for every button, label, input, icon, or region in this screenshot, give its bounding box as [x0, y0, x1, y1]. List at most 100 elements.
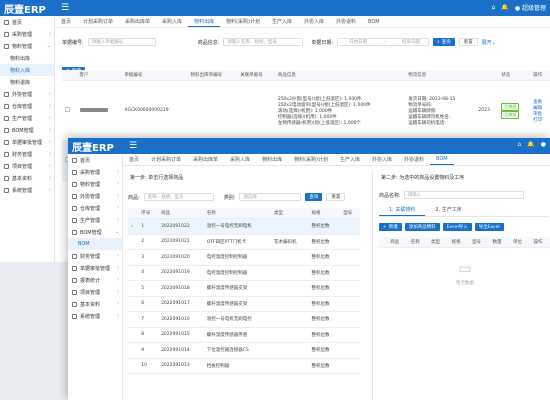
sidebar-item[interactable]: BOM — [68, 238, 122, 250]
sidebar-item[interactable]: 物料退库 — [0, 76, 54, 88]
sidebar-item[interactable]: 项目管理 › — [0, 160, 54, 172]
notification-icon[interactable]: 🔔 — [527, 141, 535, 148]
table-row[interactable]: 6 2022091017 螺杆温度传感器支架 整机位数 — [128, 296, 360, 312]
notification-icon[interactable]: 🔔 — [501, 4, 509, 11]
sidebar-item[interactable]: 项目管理 › — [68, 286, 122, 298]
sidebar-item[interactable]: 系统管理 › — [0, 184, 54, 196]
sidebar-item[interactable]: 首页 — [0, 16, 54, 28]
sidebar-item[interactable]: 基本资料 › — [0, 172, 54, 184]
home-icon[interactable]: ⌂ — [517, 141, 522, 148]
sidebar-item[interactable]: 物料入库 — [0, 64, 54, 76]
sidebar-item[interactable]: 财务管理 › — [0, 148, 54, 160]
tab-bar: 首页 计划采购订单 采购出库单 采购入库 物料出库 物料(采购)计划 生产入库 外协入库 外协退… — [123, 154, 550, 166]
sidebar-item[interactable]: 仓库管理 › — [68, 202, 122, 214]
tab[interactable]: 计划采购订单 — [83, 19, 114, 25]
date-range-input[interactable]: 开始日期 - 结束日期 — [337, 38, 430, 46]
tab-materials[interactable]: 1. 关联物料 — [379, 204, 426, 216]
cell-line: 物流单号码: — [408, 102, 433, 108]
sidebar-item[interactable]: 报表统计 › — [68, 274, 122, 286]
tab[interactable]: 生产入库 — [271, 19, 292, 25]
tab[interactable]: 物料(采购)计划 — [226, 19, 260, 25]
sidebar-item[interactable]: 系统管理 › — [68, 310, 122, 322]
sidebar-item[interactable]: 外协管理 › — [68, 190, 122, 202]
tab[interactable]: BOM — [368, 18, 380, 25]
search-button[interactable]: 查询 — [305, 193, 323, 201]
tab[interactable]: 物料出库 — [188, 16, 221, 27]
tab[interactable]: 生产入库 — [339, 157, 360, 163]
tab[interactable]: 外协入库 — [372, 157, 393, 163]
op-link[interactable]: 查看 — [533, 99, 543, 105]
table-row[interactable]: 5 2022091018 螺杆温度传感器支架 整机位数 — [128, 280, 360, 297]
table-row[interactable]: 9 2022091014 下位温控器连接器CS 整机位数 — [128, 342, 360, 359]
table-row[interactable]: XGCK00000000219 250x2纱窗(型号)(组(上低温区): 1,0… — [62, 80, 550, 141]
sidebar-item[interactable]: 采购管理 › — [68, 166, 122, 178]
sidebar-item[interactable]: 首页 — [68, 154, 122, 166]
category-select[interactable]: 请选择 — [239, 193, 302, 201]
tab[interactable]: 计划采购订单 — [151, 157, 182, 163]
table-row[interactable]: 4 2022091019 电控温度控制控制器 整机位数 — [128, 265, 360, 281]
cell: 电控温度控制控制器 — [203, 265, 271, 281]
tab[interactable]: 采购出库单 — [125, 19, 151, 25]
cell: 1 — [138, 218, 159, 235]
excel-import-button[interactable]: Excel导入 — [442, 223, 472, 231]
tab[interactable]: 物料(采购)计划 — [294, 157, 328, 163]
sidebar-item[interactable]: 基本资料 › — [68, 298, 122, 310]
tab[interactable]: 外协退料 — [404, 157, 425, 163]
chevron-icon: › — [117, 181, 119, 187]
tab[interactable]: 首页 — [61, 19, 72, 25]
sidebar-item[interactable]: 外协管理 › — [0, 88, 54, 100]
table-row[interactable]: 7 2022091016 温控一号电机无刷电控 整机位数 — [128, 311, 360, 328]
sidebar-item[interactable]: 单据审批管理 › — [68, 262, 122, 274]
sidebar-item[interactable]: 生产管理 › — [68, 214, 122, 226]
sidebar-item[interactable]: 仓库管理 › — [0, 100, 54, 112]
op-link[interactable]: 审批 — [533, 111, 543, 117]
doc-no-input[interactable]: 请输入单据编号 — [87, 38, 156, 46]
sidebar-item[interactable]: 物料管理 › — [68, 178, 122, 190]
expand-link[interactable]: 展开⌄ — [481, 39, 496, 46]
avatar-icon[interactable]: ● — [540, 141, 546, 148]
tab[interactable]: 首页 — [129, 157, 140, 163]
menu-icon — [4, 19, 9, 25]
sidebar-item[interactable]: 生产管理 › — [0, 112, 54, 124]
tab[interactable]: 采购出库单 — [193, 157, 219, 163]
tab-process[interactable]: 2. 生产工序 — [435, 207, 462, 213]
tab[interactable]: 外协入库 — [304, 19, 325, 25]
sidebar-item[interactable]: 物料出库 — [0, 52, 54, 64]
excel-export-button[interactable]: 导出Excel — [474, 223, 504, 231]
table-row[interactable]: 10 2022091013 挡板控制器 整机位数 — [128, 358, 360, 374]
menu-toggle-icon[interactable]: ☰ — [129, 141, 138, 151]
tab[interactable]: 物料出库 — [262, 157, 283, 163]
reset-button[interactable]: 重置 — [326, 193, 346, 201]
home-icon[interactable]: ⌂ — [491, 4, 496, 11]
sidebar-item[interactable]: BOM管理 › — [0, 124, 54, 136]
add-material-button[interactable]: 添加商品物料 — [404, 223, 440, 231]
goods-input[interactable]: 请输入名称、规格、型号 — [223, 38, 304, 46]
table-row[interactable]: 8 2022091015 螺杆温度传感器传感 整机位数 — [128, 327, 360, 343]
sidebar-item[interactable]: BOM管理 ⌄ — [68, 226, 122, 238]
add-button[interactable]: + 新增 — [379, 223, 402, 231]
type-cell: 整机位数 — [308, 280, 341, 297]
sidebar-item[interactable]: 采购管理 › — [0, 28, 54, 40]
tab[interactable]: 采购入库 — [230, 157, 251, 163]
model-cell — [340, 358, 360, 374]
user-menu[interactable]: ● 超级管理 — [514, 5, 546, 12]
row-checkbox[interactable] — [65, 107, 70, 112]
tab[interactable]: BOM — [430, 154, 454, 165]
goods-name-input[interactable]: 请输入 — [403, 191, 524, 199]
op-link[interactable]: 打印 — [533, 117, 543, 123]
goods-input[interactable]: 名称、规格、型号 — [143, 193, 214, 201]
table-row[interactable]: 2 2022091021 OTF四区PTT门机卡 花木编码机 整机位数 — [128, 234, 360, 250]
tab[interactable]: 采购入库 — [162, 19, 183, 25]
reset-button[interactable]: 重置 — [458, 38, 478, 46]
goods-name-label: 商品名称: — [379, 192, 401, 199]
sidebar-item[interactable]: 物料管理 ⌄ — [0, 40, 54, 52]
table-row[interactable]: 3 2022091020 电控温度控制控制器 整机位数 — [128, 249, 360, 266]
tab[interactable]: 外协退料 — [336, 19, 357, 25]
row-arrow — [128, 249, 139, 266]
sidebar-item[interactable]: 单据审批管理 › — [0, 136, 54, 148]
sidebar-item[interactable]: 财务管理 › — [68, 250, 122, 262]
menu-toggle-icon[interactable]: ☰ — [61, 3, 70, 13]
op-link[interactable]: 编辑 — [533, 105, 543, 111]
table-row[interactable]: › 1 2022091022 温控一号电控无刷电机 整机位数 — [128, 218, 360, 235]
search-button[interactable]: ⌕ 查询 — [433, 38, 455, 46]
